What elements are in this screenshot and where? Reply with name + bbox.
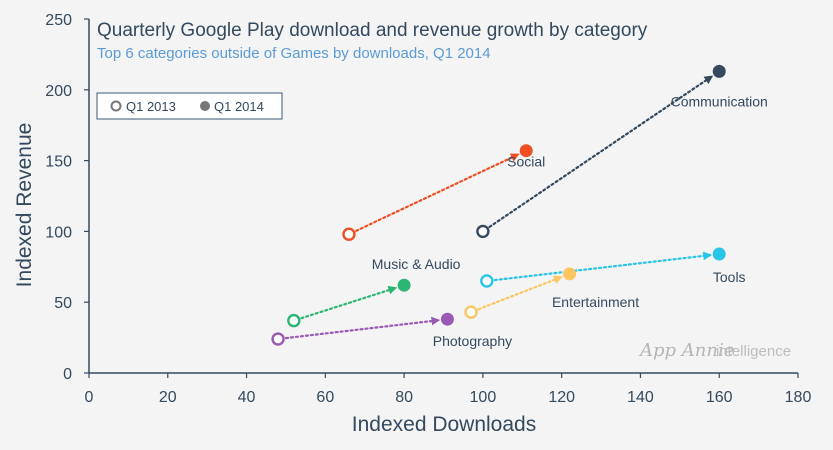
y-axis-label: Indexed Revenue (13, 123, 36, 288)
label-photography: Photography (433, 333, 512, 349)
x-axis-label: Indexed Downloads (352, 413, 536, 436)
point-q1-2014-communication (712, 64, 726, 78)
label-music-audio: Music & Audio (372, 256, 461, 272)
point-q1-2013-communication (476, 224, 490, 239)
chart-subtitle: Top 6 categories outside of Games by dow… (97, 45, 491, 62)
label-communication: Communication (671, 93, 768, 109)
points (271, 64, 726, 346)
point-q1-2014-tools (712, 247, 726, 261)
point-q1-2013-music-audio (287, 313, 301, 328)
label-social: Social (507, 154, 545, 170)
x-tick-label: 60 (316, 389, 334, 406)
label-entertainment: Entertainment (552, 294, 639, 310)
x-tick-label: 40 (238, 389, 256, 406)
x-tick-label: 180 (785, 389, 812, 406)
x-tick-label: 20 (159, 389, 177, 406)
y-tick-label: 50 (54, 295, 72, 312)
watermark: App Annie intelligence (638, 340, 791, 361)
arrows (284, 75, 714, 340)
legend: Q1 2013 Q1 2014 (96, 92, 283, 120)
point-q1-2013-entertainment (464, 305, 478, 319)
arrow-music-audio (300, 285, 398, 320)
y-tick-label: 100 (45, 224, 72, 241)
point-q1-2014-entertainment (563, 267, 577, 281)
arrow-entertainment (477, 275, 563, 311)
axes: 0 20 40 60 80 100 120 140 160 180 0 50 100 150 200 250 (45, 12, 811, 406)
arrow-communication (488, 75, 714, 229)
x-tick-label: 140 (627, 389, 654, 406)
legend-hollow-marker (110, 100, 122, 112)
point-q1-2013-tools (480, 274, 494, 288)
legend-filled-marker (200, 101, 210, 111)
chart-title: Quarterly Google Play download and reven… (97, 20, 648, 41)
point-q1-2014-social (519, 144, 533, 158)
legend-label-q1-2013: Q1 2013 (126, 99, 176, 114)
point-q1-2013-social (342, 227, 356, 241)
y-tick-label: 150 (45, 154, 72, 171)
point-q1-2013-photography (271, 332, 285, 346)
legend-label-q1-2014: Q1 2014 (214, 99, 264, 114)
legend-box (96, 92, 283, 120)
x-tick-label: 120 (548, 389, 575, 406)
arrow-social (355, 153, 520, 232)
arrow-tools (493, 251, 713, 282)
label-tools: Tools (713, 269, 746, 285)
point-labels: Social Communication Music & Audio Photogra… (372, 93, 768, 349)
y-tick-label: 0 (63, 366, 72, 383)
x-tick-label: 160 (706, 389, 733, 406)
x-tick-label: 0 (85, 389, 94, 406)
watermark-suffix: intelligence (716, 343, 791, 360)
x-tick-label: 100 (470, 389, 497, 406)
x-tick-label: 80 (395, 389, 413, 406)
y-tick-label: 250 (45, 12, 72, 29)
point-q1-2014-music-audio (397, 278, 411, 292)
point-q1-2014-photography (440, 312, 454, 326)
watermark-brand: App Annie (638, 340, 734, 361)
arrow-photography (284, 316, 441, 340)
y-tick-label: 200 (45, 83, 72, 100)
